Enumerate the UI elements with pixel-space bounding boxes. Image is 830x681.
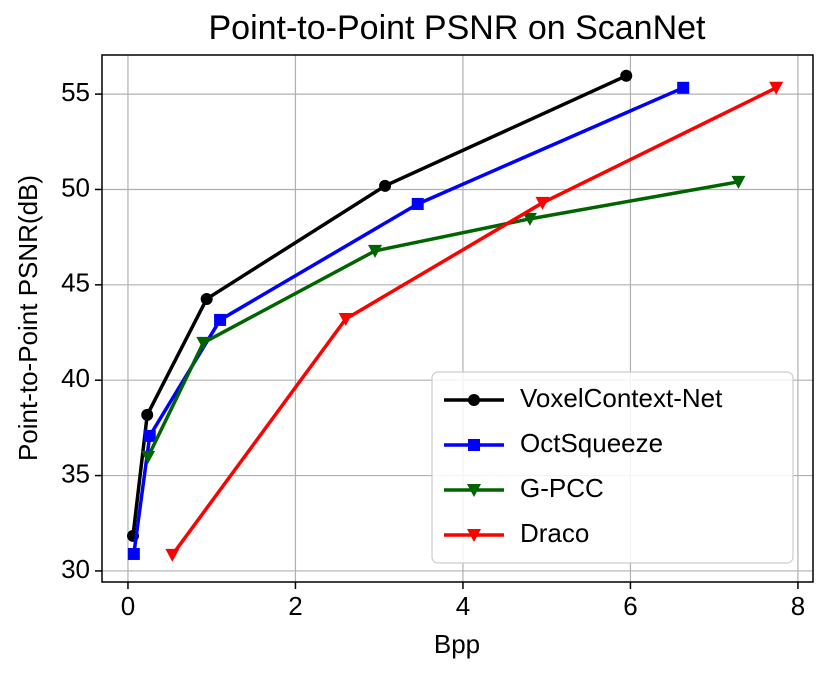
marker [165,548,180,562]
y-axis-label: Point-to-Point PSNR(dB) [13,175,43,461]
y-tick-label: 40 [61,363,90,393]
x-tick-label: 2 [288,591,302,621]
marker [143,429,156,442]
legend-marker [467,484,481,497]
legend-label: Draco [520,518,589,548]
y-tick-label: 50 [61,172,90,202]
x-tick-label: 0 [121,591,135,621]
y-tick-label: 45 [61,268,90,298]
chart-title: Point-to-Point PSNR on ScanNet [208,9,706,47]
marker [196,336,211,350]
y-tick-label: 35 [61,458,90,488]
marker [769,81,784,95]
legend-marker [468,439,480,451]
legend-label: VoxelContext-Net [520,383,723,413]
series-line [170,86,777,556]
x-tick-label: 8 [791,591,805,621]
marker [200,292,213,305]
x-tick-label: 6 [623,591,637,621]
marker [411,197,424,210]
y-tick-label: 30 [61,554,90,584]
legend-label: OctSqueeze [520,428,663,458]
plot-frame [101,54,814,583]
marker [677,81,690,94]
marker [338,312,353,326]
marker [522,212,537,226]
marker [368,244,383,258]
x-tick-label: 4 [456,591,470,621]
legend-marker [468,394,480,406]
marker [214,313,227,326]
marker [535,196,550,210]
legend-marker [467,529,481,542]
marker [731,175,746,189]
legend-box [431,371,794,564]
marker [141,408,154,421]
marker [127,547,140,560]
marker [141,450,156,464]
marker [620,69,633,82]
legend-label: G-PCC [520,473,604,503]
x-axis-label: Bpp [434,629,480,659]
y-tick-label: 55 [61,77,90,107]
marker [379,179,392,192]
